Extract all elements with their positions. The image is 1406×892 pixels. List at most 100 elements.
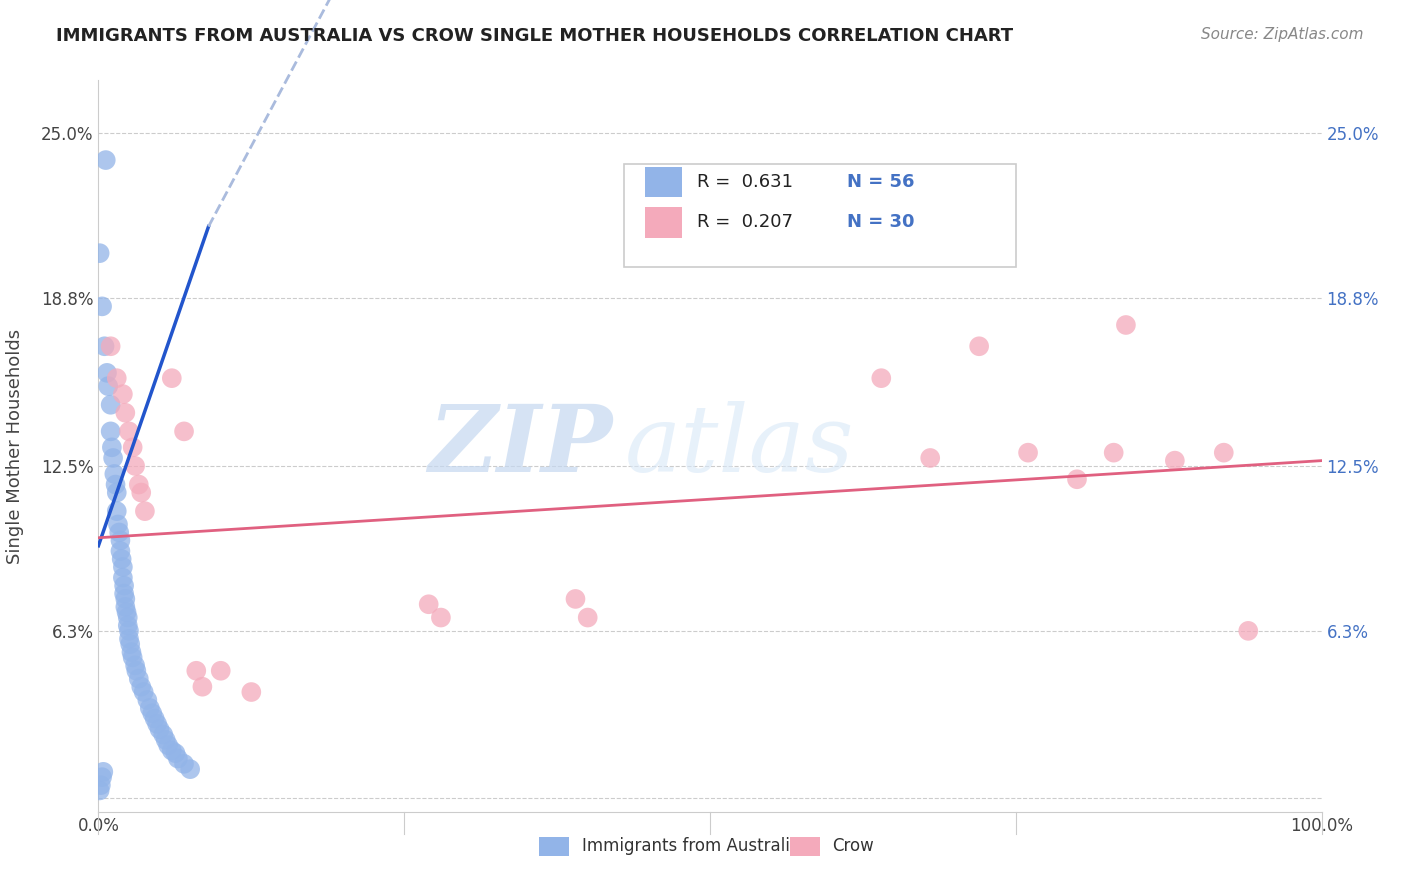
Point: [160, 743, 183, 757]
Point: [576, 610, 599, 624]
Point: [105, 371, 128, 385]
Point: [94, 153, 117, 167]
Point: [165, 746, 187, 760]
Text: Immigrants from Australia: Immigrants from Australia: [582, 837, 800, 855]
Point: [870, 371, 893, 385]
Text: atlas: atlas: [624, 401, 853, 491]
Point: [134, 504, 156, 518]
Point: [112, 586, 135, 600]
Point: [124, 458, 146, 473]
Point: [967, 339, 990, 353]
Point: [93, 339, 115, 353]
Text: R =  0.207: R = 0.207: [696, 213, 793, 231]
Point: [186, 664, 208, 678]
Text: Source: ZipAtlas.com: Source: ZipAtlas.com: [1201, 27, 1364, 42]
FancyBboxPatch shape: [645, 167, 682, 197]
Point: [118, 624, 141, 638]
Point: [191, 680, 214, 694]
Point: [114, 591, 136, 606]
Y-axis label: Single Mother Households: Single Mother Households: [6, 328, 24, 564]
FancyBboxPatch shape: [624, 164, 1015, 267]
Point: [120, 645, 142, 659]
Point: [1115, 318, 1137, 332]
Point: [90, 778, 112, 792]
Point: [173, 425, 195, 439]
Point: [118, 425, 141, 439]
Point: [209, 664, 232, 678]
Point: [125, 664, 148, 678]
Point: [91, 770, 114, 784]
Point: [143, 712, 166, 726]
Point: [97, 379, 120, 393]
Point: [121, 440, 143, 454]
Text: Crow: Crow: [832, 837, 875, 855]
Point: [1017, 445, 1039, 459]
Point: [117, 618, 139, 632]
Text: N = 56: N = 56: [846, 173, 914, 191]
Point: [112, 579, 135, 593]
Point: [121, 650, 143, 665]
Point: [108, 525, 131, 540]
Point: [152, 728, 174, 742]
Point: [1164, 453, 1187, 467]
FancyBboxPatch shape: [645, 207, 682, 237]
Text: R =  0.631: R = 0.631: [696, 173, 793, 191]
Point: [124, 658, 146, 673]
Point: [89, 783, 111, 797]
FancyBboxPatch shape: [538, 838, 569, 855]
Point: [111, 571, 134, 585]
Point: [101, 450, 124, 465]
Point: [103, 467, 125, 481]
Point: [104, 477, 127, 491]
Point: [111, 560, 134, 574]
Point: [179, 762, 201, 776]
Point: [120, 637, 142, 651]
Point: [91, 299, 114, 313]
FancyBboxPatch shape: [790, 838, 820, 855]
Point: [115, 605, 138, 619]
Point: [139, 701, 162, 715]
Point: [1212, 445, 1234, 459]
Point: [129, 680, 152, 694]
Point: [114, 599, 136, 614]
Point: [157, 738, 180, 752]
Point: [107, 517, 129, 532]
Point: [111, 387, 134, 401]
Point: [155, 732, 177, 747]
Point: [101, 440, 124, 454]
Text: IMMIGRANTS FROM AUSTRALIA VS CROW SINGLE MOTHER HOUSEHOLDS CORRELATION CHART: IMMIGRANTS FROM AUSTRALIA VS CROW SINGLE…: [56, 27, 1014, 45]
Point: [105, 485, 128, 500]
Point: [91, 764, 114, 779]
Point: [100, 339, 122, 353]
Point: [141, 706, 163, 721]
Point: [240, 685, 263, 699]
Point: [173, 756, 195, 771]
Point: [920, 450, 942, 465]
Text: ZIP: ZIP: [427, 401, 612, 491]
Point: [136, 693, 159, 707]
Point: [114, 406, 136, 420]
Text: N = 30: N = 30: [846, 213, 914, 231]
Point: [167, 751, 190, 765]
Point: [89, 246, 111, 260]
Point: [100, 425, 122, 439]
Point: [129, 485, 152, 500]
Point: [430, 610, 453, 624]
Point: [128, 672, 150, 686]
Point: [110, 544, 132, 558]
Point: [110, 533, 132, 548]
Point: [117, 610, 139, 624]
Point: [1066, 472, 1088, 486]
Point: [149, 723, 172, 737]
Point: [1237, 624, 1260, 638]
Point: [96, 366, 118, 380]
Point: [105, 504, 128, 518]
Point: [418, 597, 440, 611]
Point: [146, 717, 169, 731]
Point: [128, 477, 150, 491]
Point: [564, 591, 586, 606]
Point: [111, 552, 134, 566]
Point: [1102, 445, 1125, 459]
Point: [118, 632, 141, 646]
Point: [160, 371, 183, 385]
